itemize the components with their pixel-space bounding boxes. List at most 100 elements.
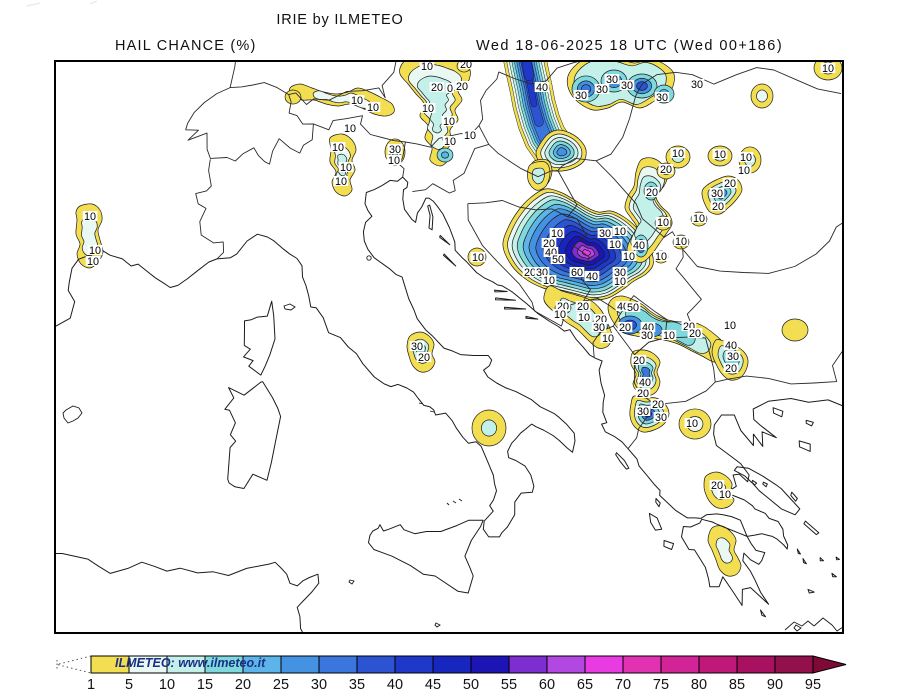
svg-text:10: 10 [344, 123, 356, 135]
svg-text:20: 20 [712, 201, 724, 213]
svg-text:20: 20 [524, 267, 536, 279]
svg-text:30: 30 [711, 188, 723, 200]
svg-text:10: 10 [578, 312, 590, 324]
svg-text:ILMETEO: www.ilmeteo.it: ILMETEO: www.ilmeteo.it [115, 656, 266, 670]
svg-text:50: 50 [627, 302, 639, 314]
svg-text:10: 10 [159, 677, 175, 693]
svg-text:75: 75 [653, 677, 669, 693]
svg-text:20: 20 [431, 82, 443, 94]
svg-text:10: 10 [367, 102, 379, 114]
svg-text:20: 20 [689, 328, 701, 340]
svg-text:30: 30 [614, 267, 626, 279]
svg-text:10: 10 [614, 276, 626, 288]
svg-text:10: 10 [464, 130, 476, 142]
svg-text:10: 10 [388, 155, 400, 167]
svg-text:40: 40 [586, 271, 598, 283]
svg-text:5: 5 [125, 677, 133, 693]
svg-text:80: 80 [691, 677, 707, 693]
svg-text:10: 10 [84, 211, 96, 223]
svg-text:20: 20 [460, 59, 472, 71]
svg-text:HAIL CHANCE (%): HAIL CHANCE (%) [115, 38, 257, 54]
svg-text:30: 30 [411, 341, 423, 353]
svg-text:10: 10 [714, 149, 726, 161]
svg-text:10: 10 [740, 152, 752, 164]
svg-text:Wed 18-06-2025 18 UTC (Wed 00+: Wed 18-06-2025 18 UTC (Wed 00+186) [476, 38, 783, 54]
svg-text:30: 30 [621, 80, 633, 92]
svg-text:10: 10 [623, 251, 635, 263]
svg-text:95: 95 [805, 677, 821, 693]
svg-text:10: 10 [672, 148, 684, 160]
svg-text:70: 70 [615, 677, 631, 693]
svg-text:1: 1 [87, 677, 95, 693]
svg-text:10: 10 [822, 63, 834, 75]
svg-text:20: 20 [711, 480, 723, 492]
svg-text:10: 10 [422, 103, 434, 115]
svg-text:10: 10 [332, 142, 344, 154]
svg-text:40: 40 [639, 377, 651, 389]
svg-text:55: 55 [501, 677, 517, 693]
svg-text:10: 10 [675, 236, 687, 248]
svg-text:10: 10 [421, 61, 433, 73]
svg-text:10: 10 [657, 217, 669, 229]
svg-text:20: 20 [577, 301, 589, 313]
svg-text:20: 20 [235, 677, 251, 693]
svg-text:45: 45 [425, 677, 441, 693]
svg-text:30: 30 [593, 322, 605, 334]
svg-text:10: 10 [87, 256, 99, 268]
svg-text:30: 30 [596, 84, 608, 96]
svg-text:30: 30 [655, 412, 667, 424]
svg-text:50: 50 [463, 677, 479, 693]
svg-text:30: 30 [311, 677, 327, 693]
svg-text:40: 40 [633, 240, 645, 252]
svg-text:10: 10 [472, 252, 484, 264]
svg-text:10: 10 [693, 213, 705, 225]
svg-text:IRIE by ILMETEO: IRIE by ILMETEO [276, 12, 403, 28]
svg-text:10: 10 [655, 251, 667, 263]
svg-text:10: 10 [554, 309, 566, 321]
svg-text:10: 10 [738, 165, 750, 177]
svg-text:20: 20 [418, 352, 430, 364]
svg-text:30: 30 [637, 406, 649, 418]
svg-text:40: 40 [545, 247, 557, 259]
svg-text:50: 50 [552, 254, 564, 266]
svg-text:10: 10 [609, 239, 621, 251]
svg-text:0: 0 [447, 83, 453, 95]
svg-text:40: 40 [536, 82, 548, 94]
svg-text:30: 30 [656, 92, 668, 104]
svg-text:30: 30 [599, 228, 611, 240]
svg-text:40: 40 [387, 677, 403, 693]
svg-text:10: 10 [340, 162, 352, 174]
svg-text:25: 25 [273, 677, 289, 693]
svg-text:10: 10 [686, 418, 698, 430]
svg-text:65: 65 [577, 677, 593, 693]
svg-text:30: 30 [727, 351, 739, 363]
svg-text:20: 20 [724, 178, 736, 190]
svg-text:30: 30 [575, 90, 587, 102]
svg-text:10: 10 [663, 330, 675, 342]
svg-text:10: 10 [89, 245, 101, 257]
svg-text:20: 20 [725, 363, 737, 375]
svg-text:10: 10 [602, 333, 614, 345]
svg-text:60: 60 [539, 677, 555, 693]
svg-text:10: 10 [724, 320, 736, 332]
svg-text:30: 30 [606, 74, 618, 86]
svg-text:10: 10 [443, 116, 455, 128]
svg-text:10: 10 [719, 489, 731, 501]
svg-text:60: 60 [571, 267, 583, 279]
svg-text:20: 20 [633, 355, 645, 367]
svg-text:10: 10 [543, 275, 555, 287]
svg-text:85: 85 [729, 677, 745, 693]
svg-text:90: 90 [767, 677, 783, 693]
svg-text:20: 20 [637, 388, 649, 400]
svg-text:10: 10 [614, 226, 626, 238]
svg-text:20: 20 [652, 399, 664, 411]
svg-text:20: 20 [456, 81, 468, 93]
svg-text:10: 10 [444, 136, 456, 148]
svg-text:15: 15 [197, 677, 213, 693]
svg-text:20: 20 [543, 238, 555, 250]
svg-text:10: 10 [335, 176, 347, 188]
svg-text:10: 10 [551, 228, 563, 240]
svg-text:30: 30 [691, 79, 703, 91]
svg-text:40: 40 [725, 340, 737, 352]
svg-text:30: 30 [389, 144, 401, 156]
